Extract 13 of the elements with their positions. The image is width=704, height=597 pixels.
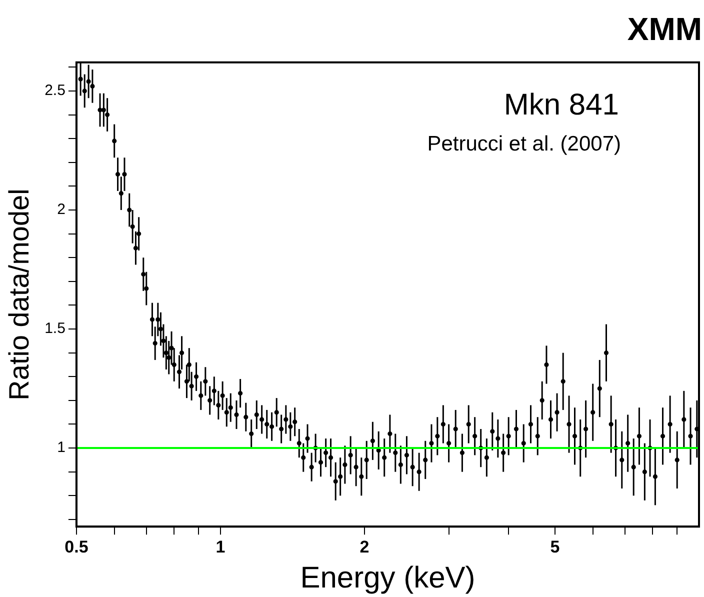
x-tick-label: 0.5: [64, 537, 88, 556]
x-axis-title: Energy (keV): [300, 561, 476, 594]
x-tick-label: 1: [216, 537, 226, 556]
y-tick-label: 1: [57, 439, 66, 456]
x-tick-label: 2: [360, 537, 370, 556]
y-tick-label: 2.5: [44, 82, 66, 100]
y-axis-title: Ratio data/model: [4, 188, 35, 400]
y-tick-label: 1.5: [44, 320, 66, 338]
y-tick-label: 2: [57, 201, 66, 218]
annotation: Petrucci et al. (2007): [427, 132, 621, 156]
chart-title: XMM: [627, 11, 702, 48]
annotation: Mkn 841: [504, 88, 619, 122]
x-tick-label: 5: [550, 537, 560, 556]
